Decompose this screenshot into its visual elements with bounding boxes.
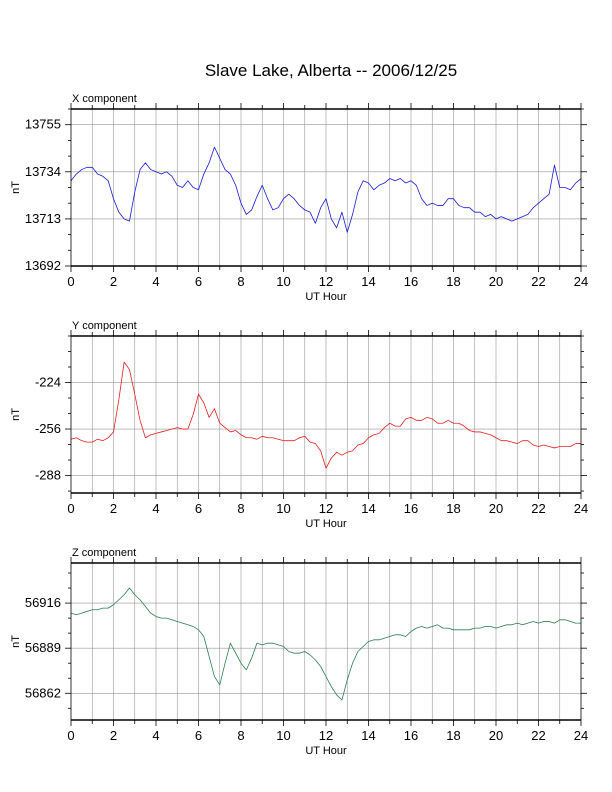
x-tick-label: 12 bbox=[319, 728, 333, 743]
chart-panels: 0 2 4 6 8 10 12 14 16 18 20 22 241369213713137341375… bbox=[10, 93, 588, 757]
panel-1: 0 2 4 6 8 10 12 14 16 18 20 22 241369213713137341375… bbox=[10, 93, 588, 303]
x-tick-label: 10 bbox=[276, 274, 290, 289]
x-tick-label: 20 bbox=[489, 274, 503, 289]
x-tick-label: 14 bbox=[361, 274, 375, 289]
y-tick-label: -224 bbox=[35, 375, 61, 390]
x-tick-label: 18 bbox=[446, 728, 460, 743]
x-tick-label: 22 bbox=[531, 501, 545, 516]
x-tick-label: 14 bbox=[361, 501, 375, 516]
x-axis-label: UT Hour bbox=[305, 745, 347, 757]
x-tick-label: 20 bbox=[489, 728, 503, 743]
y-tick-label: 56862 bbox=[25, 685, 61, 700]
x-tick-label: 2 bbox=[110, 274, 117, 289]
x-tick-label: 8 bbox=[237, 728, 244, 743]
y-tick-label: 13692 bbox=[25, 258, 61, 273]
x-tick-label: 6 bbox=[195, 274, 202, 289]
x-tick-label: 12 bbox=[319, 274, 333, 289]
x-axis-label: UT Hour bbox=[305, 291, 347, 303]
x-axis-label: UT Hour bbox=[305, 518, 347, 530]
x-tick-label: 18 bbox=[446, 501, 460, 516]
y-tick-label: 13734 bbox=[25, 164, 61, 179]
x-tick-label: 2 bbox=[110, 501, 117, 516]
x-tick-label: 14 bbox=[361, 728, 375, 743]
x-tick-label: 8 bbox=[237, 274, 244, 289]
x-tick-label: 0 bbox=[67, 501, 74, 516]
x-tick-label: 4 bbox=[152, 728, 159, 743]
x-tick-label: 6 bbox=[195, 728, 202, 743]
series-line bbox=[70, 587, 581, 701]
x-tick-label: 16 bbox=[404, 728, 418, 743]
x-tick-label: 0 bbox=[67, 728, 74, 743]
panel-title: X component bbox=[72, 93, 137, 105]
y-axis-label: nT bbox=[10, 408, 22, 421]
panel-title: Z component bbox=[72, 547, 136, 559]
x-tick-label: 8 bbox=[237, 501, 244, 516]
panel-title: Y component bbox=[72, 320, 137, 332]
x-tick-label: 10 bbox=[276, 728, 290, 743]
x-tick-label: 18 bbox=[446, 274, 460, 289]
x-tick-label: 2 bbox=[110, 728, 117, 743]
series-line bbox=[70, 361, 581, 469]
x-tick-label: 24 bbox=[574, 274, 588, 289]
y-tick-label: 56889 bbox=[25, 640, 61, 655]
y-axis-label: nT bbox=[10, 635, 22, 648]
chart-title: Slave Lake, Alberta -- 2006/12/25 bbox=[205, 61, 457, 80]
x-tick-label: 22 bbox=[531, 728, 545, 743]
x-tick-label: 4 bbox=[152, 501, 159, 516]
x-tick-label: 22 bbox=[531, 274, 545, 289]
x-tick-label: 4 bbox=[152, 274, 159, 289]
x-tick-label: 16 bbox=[404, 501, 418, 516]
x-tick-label: 10 bbox=[276, 501, 290, 516]
y-tick-label: 56916 bbox=[25, 595, 61, 610]
y-tick-label: 13713 bbox=[25, 211, 61, 226]
x-tick-label: 24 bbox=[574, 728, 588, 743]
y-tick-label: 13755 bbox=[25, 117, 61, 132]
series-line bbox=[70, 146, 582, 233]
x-tick-label: 0 bbox=[67, 274, 74, 289]
x-tick-label: 20 bbox=[489, 501, 503, 516]
x-tick-label: 6 bbox=[195, 501, 202, 516]
x-tick-label: 24 bbox=[574, 501, 588, 516]
y-axis-label: nT bbox=[10, 181, 22, 194]
x-tick-label: 12 bbox=[319, 501, 333, 516]
y-tick-label: -288 bbox=[35, 468, 61, 483]
x-tick-label: 16 bbox=[404, 274, 418, 289]
y-tick-label: -256 bbox=[35, 421, 61, 436]
